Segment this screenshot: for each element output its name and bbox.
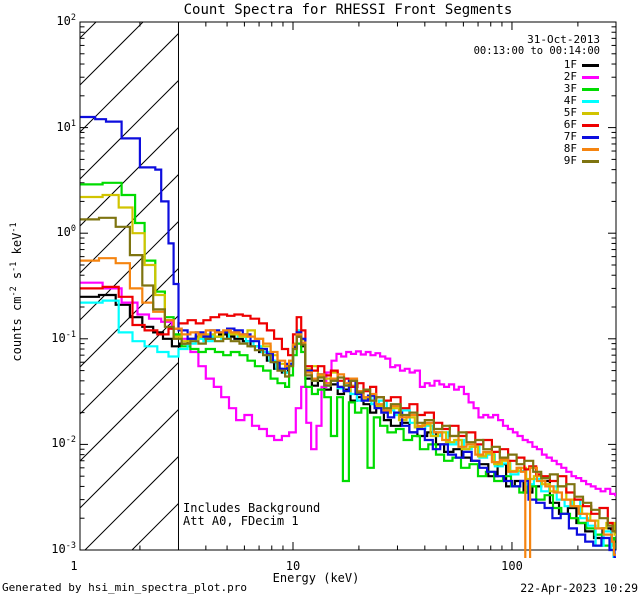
spectrum-curve-2F (80, 281, 616, 497)
legend-time: 00:13:00 to 00:14:00 (473, 45, 600, 57)
legend-swatch (582, 147, 599, 151)
spectrum-curve-7F (80, 115, 616, 558)
x-tick-label: 100 (501, 559, 523, 573)
legend-entry: 4F (564, 95, 599, 107)
footer-timestamp: 22-Apr-2023 10:29 (520, 581, 638, 595)
legend-entry: 9F (564, 155, 599, 167)
legend-date: 31-Oct-2013 (527, 33, 600, 46)
legend-swatch (582, 111, 599, 115)
legend-entry: 7F (564, 131, 599, 143)
legend-entry: 6F (564, 119, 599, 131)
x-axis-label: Energy (keV) (272, 571, 360, 585)
spectrum-curve-5F (80, 193, 616, 536)
annotation-attenuator-state: Att A0, FDecim 1 (183, 514, 299, 528)
y-tick-label: 10-2 (51, 435, 76, 450)
legend-swatch (582, 75, 599, 79)
footer-generator: Generated by hsi_min_spectra_plot.pro (2, 581, 248, 594)
legend-entry: 2F (564, 71, 599, 83)
axis-ticks (80, 21, 616, 551)
legend-swatch (582, 159, 599, 163)
legend-label: 8F (563, 142, 577, 155)
y-tick-label: 102 (56, 13, 76, 28)
y-tick-label: 10-1 (51, 330, 76, 345)
chart-title: Count Spectra for RHESSI Front Segments (183, 2, 513, 18)
legend-label: 5F (563, 106, 577, 119)
spectrum-curve-3F (80, 181, 616, 556)
legend-entry: 1F (564, 59, 599, 71)
y-axis-label: counts cm-2 s-1 keV-1 (9, 222, 24, 362)
legend-label: 4F (563, 94, 577, 107)
annotation-includes-background: Includes Background (183, 501, 321, 515)
x-tick-label: 1 (70, 559, 78, 573)
y-tick-label: 10-3 (51, 541, 76, 556)
spectrum-curve-8F (80, 257, 616, 558)
plot-frame (79, 21, 617, 551)
x-tick-label: 10 (285, 559, 301, 573)
hatch-region (80, 22, 179, 550)
legend-label: 2F (563, 70, 577, 83)
legend-label: 7F (563, 130, 577, 143)
y-tick-label: 100 (56, 224, 76, 239)
legend-label: 9F (563, 154, 577, 167)
legend-swatch (582, 63, 599, 67)
legend-entry: 8F (564, 143, 599, 155)
legend-label: 6F (563, 118, 577, 131)
spectrum-curve-6F (80, 285, 616, 533)
legend-swatch (582, 87, 599, 91)
y-tick-label: 101 (56, 119, 76, 134)
legend-swatch (582, 123, 599, 127)
legend-label: 1F (563, 58, 577, 71)
spectrum-curve-9F (80, 216, 616, 533)
legend-swatch (582, 135, 599, 139)
legend-label: 3F (563, 82, 577, 95)
legend-swatch (582, 99, 599, 103)
legend-entry: 3F (564, 83, 599, 95)
legend-entry: 5F (564, 107, 599, 119)
